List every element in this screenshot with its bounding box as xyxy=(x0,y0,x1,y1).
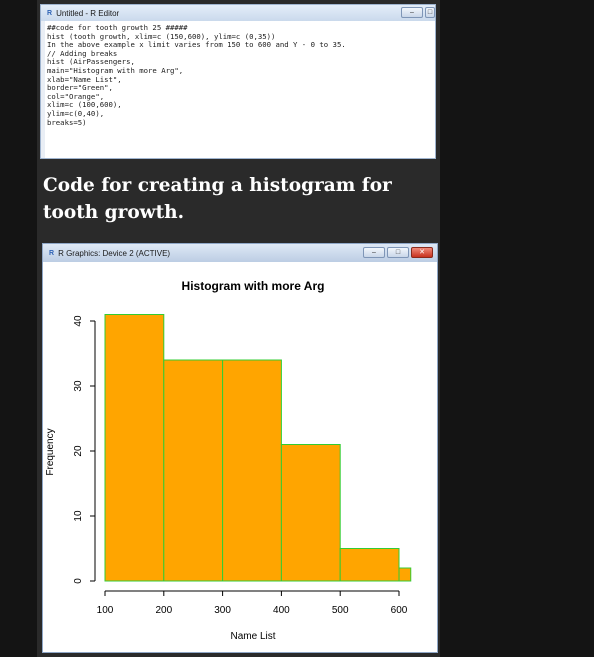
r-graphics-window[interactable]: R R Graphics: Device 2 (ACTIVE) – □ ✕ Hi… xyxy=(42,243,438,653)
graphics-title: R Graphics: Device 2 (ACTIVE) xyxy=(58,248,171,258)
code-line: ##code for tooth growth 25 ##### xyxy=(47,23,188,32)
code-line: In the above example x limit varies from… xyxy=(47,40,346,50)
y-tick-label: 20 xyxy=(73,445,84,457)
y-tick-label: 10 xyxy=(73,510,84,522)
x-tick-label: 600 xyxy=(391,605,408,616)
x-axis-label: Name List xyxy=(230,631,275,642)
editor-titlebar[interactable]: R Untitled - R Editor – □ xyxy=(41,5,435,21)
restore-button[interactable]: □ xyxy=(425,7,435,18)
y-tick-label: 40 xyxy=(73,315,84,327)
histogram-bar xyxy=(222,359,282,582)
r-logo-icon: R xyxy=(49,249,55,257)
code-line: // Adding breaks xyxy=(47,48,118,58)
restore-button[interactable]: □ xyxy=(387,247,409,258)
x-tick-label: 100 xyxy=(97,605,114,616)
histogram-bar xyxy=(339,548,400,582)
caption-text: Code for creating a histogram for tooth … xyxy=(43,175,392,223)
graphics-titlebar[interactable]: R R Graphics: Device 2 (ACTIVE) – □ ✕ xyxy=(43,244,437,262)
code-line: breaks=5) xyxy=(47,117,87,127)
code-line: xlab="Name List", xyxy=(47,74,122,84)
minimize-button[interactable]: – xyxy=(401,7,423,18)
r-logo-icon: R xyxy=(47,9,53,17)
y-tick-label: 30 xyxy=(73,380,84,392)
code-line: border="Green", xyxy=(47,83,113,93)
editor-gutter xyxy=(41,21,45,158)
editor-title: Untitled - R Editor xyxy=(56,8,120,18)
histogram-plot: Histogram with more Arg Name List Freque… xyxy=(45,279,412,642)
code-line: hist (tooth growth, xlim=c (150,600), yl… xyxy=(47,31,276,41)
code-line: xlim=c (100,600), xyxy=(47,100,122,110)
histogram-bar xyxy=(398,567,412,582)
y-axis-label: Frequency xyxy=(45,428,56,475)
code-line: main="Histogram with more Arg", xyxy=(47,65,184,75)
code-line: ylim=c(0,40), xyxy=(47,108,105,118)
code-line: col="Orange", xyxy=(47,91,105,101)
chart-title: Histogram with more Arg xyxy=(182,279,325,293)
x-tick-label: 300 xyxy=(214,605,231,616)
r-editor-window[interactable]: R Untitled - R Editor – □ ##code for too… xyxy=(40,4,436,159)
close-button[interactable]: ✕ xyxy=(411,247,433,258)
histogram-bar xyxy=(280,444,341,582)
histogram-bar xyxy=(163,359,224,582)
code-line: hist (AirPassengers, xyxy=(47,57,135,67)
histogram-bar xyxy=(104,314,165,582)
code-area[interactable]: ##code for tooth growth 25 ##### hist (to… xyxy=(41,21,435,127)
y-tick-label: 0 xyxy=(73,578,84,584)
x-tick-label: 500 xyxy=(332,605,349,616)
minimize-button[interactable]: – xyxy=(363,247,385,258)
x-tick-label: 200 xyxy=(155,605,172,616)
x-tick-label: 400 xyxy=(273,605,290,616)
